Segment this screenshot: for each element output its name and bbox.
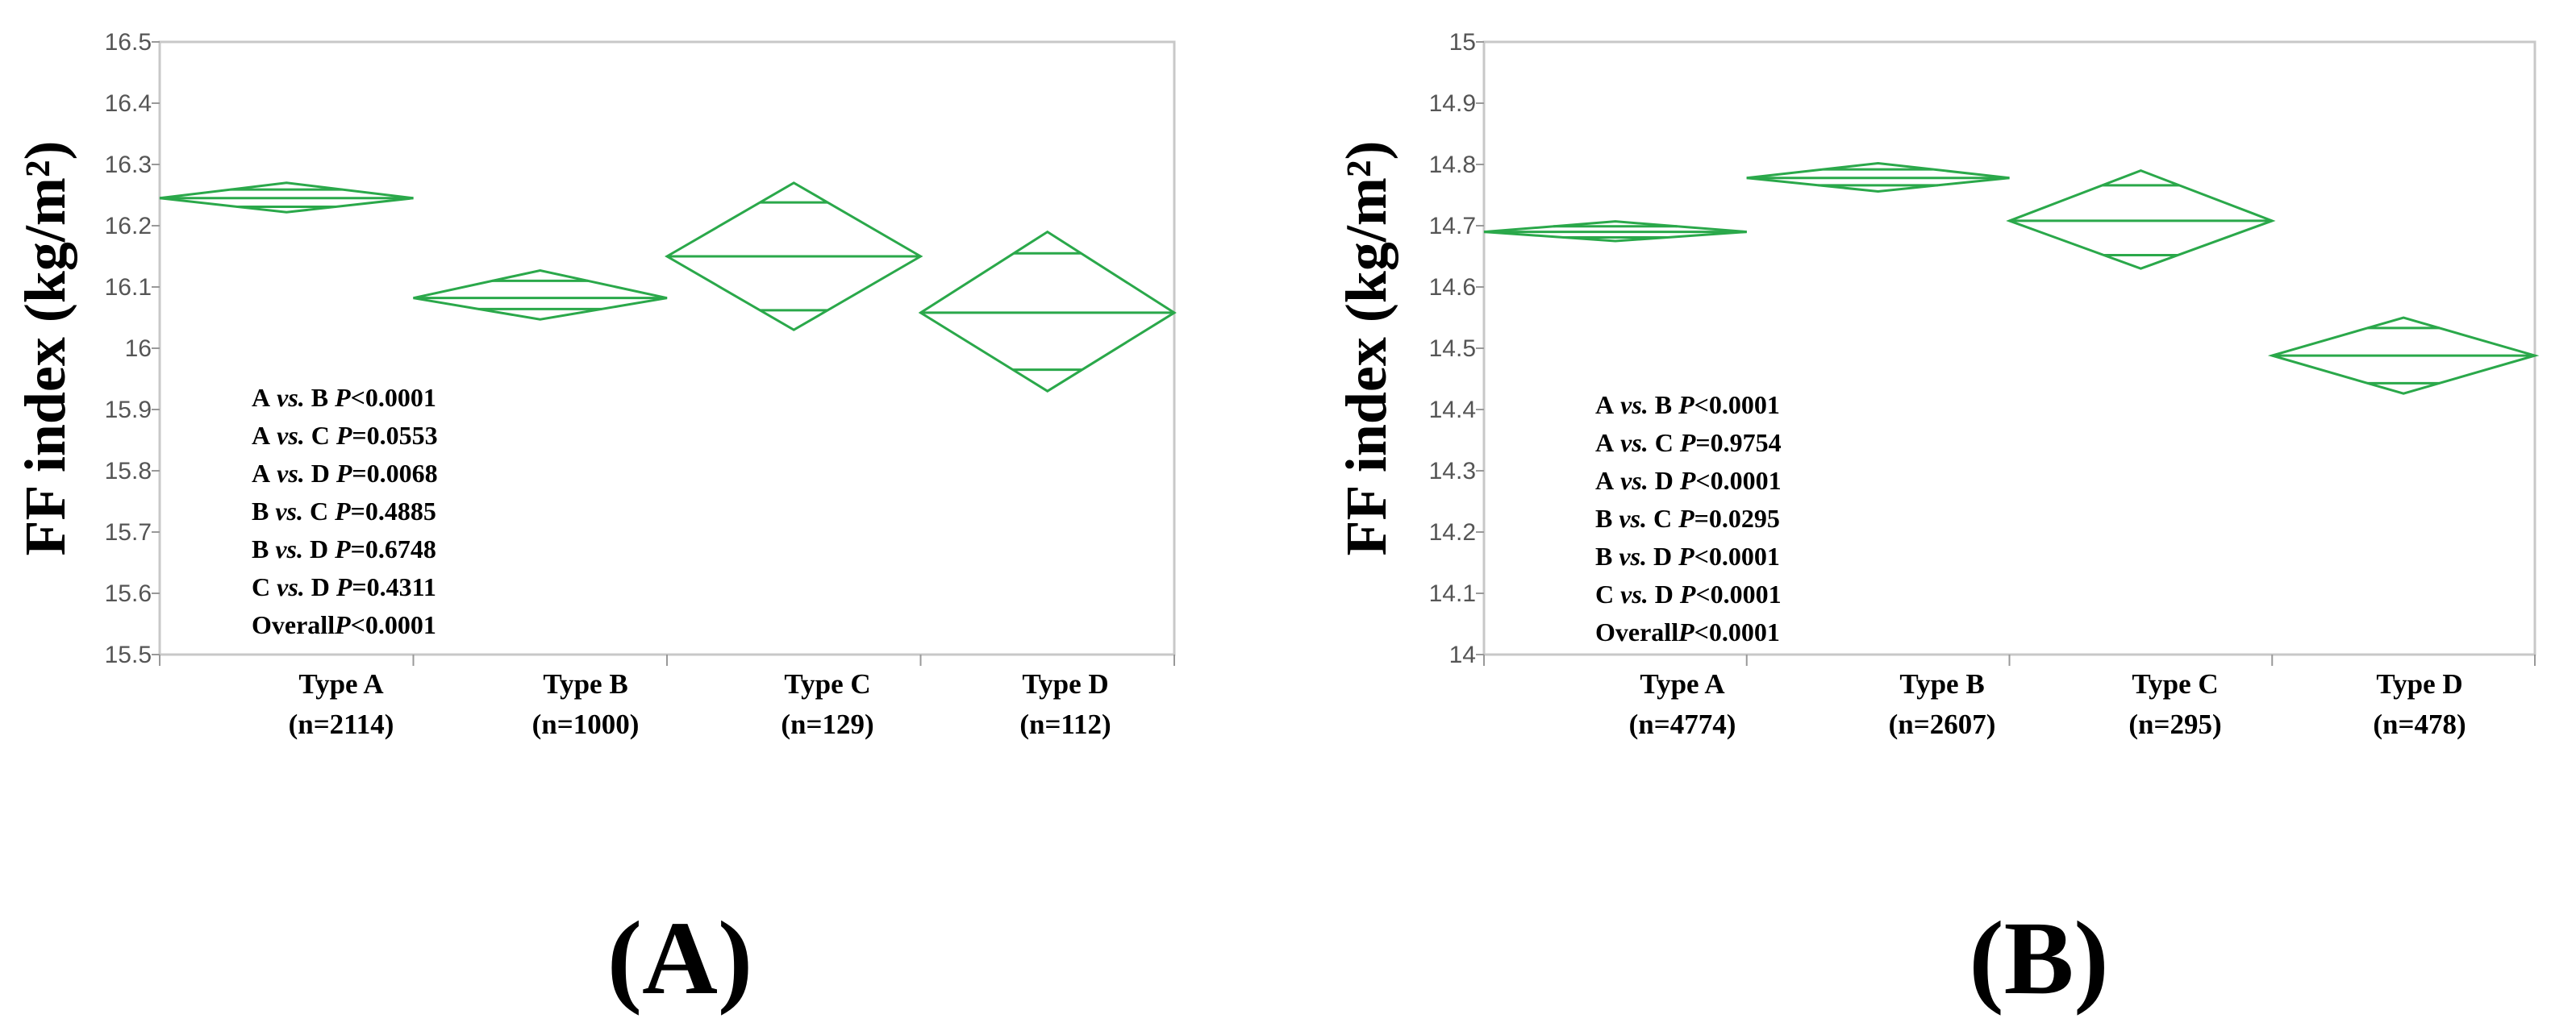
category-label: Type A xyxy=(1640,668,1725,700)
p-value-annotation: A vs. D P<0.0001 xyxy=(1595,466,1782,495)
y-tick-label: 15.5 xyxy=(105,642,152,668)
p-value-annotation: A vs. B P<0.0001 xyxy=(252,383,436,412)
y-tick-label: 14.1 xyxy=(1429,580,1476,607)
y-tick-label: 14.7 xyxy=(1429,213,1476,239)
category-label: Type B xyxy=(543,668,627,700)
category-label: Type D xyxy=(1022,668,1108,700)
means-diamond-type-b xyxy=(413,268,668,321)
category-label: Type D xyxy=(2376,668,2462,700)
y-tick-label: 16.5 xyxy=(105,29,152,56)
category-n-label: (n=2607) xyxy=(1889,709,1996,740)
y-tick-label: 15.8 xyxy=(105,458,152,484)
p-value-annotation: B vs. C P=0.4885 xyxy=(252,497,436,526)
means-diamond-type-d xyxy=(2267,316,2540,395)
category-label: Type C xyxy=(2132,668,2218,700)
means-diamond-type-a xyxy=(1483,220,1747,243)
means-diamond-type-a xyxy=(159,181,414,214)
p-value-annotation: B vs. C P=0.0295 xyxy=(1595,504,1780,533)
y-tick-label: 14.3 xyxy=(1429,458,1476,484)
y-tick-label: 15.7 xyxy=(105,519,152,546)
category-n-label: (n=1000) xyxy=(532,709,640,740)
p-value-annotation: A vs. B P<0.0001 xyxy=(1595,390,1780,419)
y-tick-label: 14.4 xyxy=(1429,397,1476,423)
means-diamond-type-c xyxy=(2006,168,2276,270)
chart-panel-a: 16.5 16.4 16.3 16.2 16.1 16 15.9 15.8 15.7 15.6 15… xyxy=(13,29,1177,1017)
means-diamond-type-c xyxy=(665,181,923,331)
y-tick-label: 14.5 xyxy=(1429,335,1476,362)
panel-label: (B) xyxy=(1969,900,2108,1017)
category-n-label: (n=112) xyxy=(1019,709,1111,740)
y-tick-label: 14.9 xyxy=(1429,90,1476,117)
plot-frame xyxy=(1482,40,2536,656)
overall-p-value: OverallP<0.0001 xyxy=(1595,617,1780,647)
y-tick-label: 16.1 xyxy=(105,274,152,301)
chart-panel-b: 15 14.9 14.8 14.7 14.6 14.5 14.4 14.3 14.2 14.1 14… xyxy=(1334,29,2540,1017)
category-label: Type A xyxy=(298,668,384,700)
category-label: Type B xyxy=(1899,668,1984,700)
p-value-annotation: A vs. D P=0.0068 xyxy=(252,459,438,488)
category-n-label: (n=478) xyxy=(2373,709,2466,740)
p-value-annotation: B vs. D P=0.6748 xyxy=(252,534,436,563)
y-tick-label: 16 xyxy=(125,335,152,362)
y-tick-label: 16.4 xyxy=(105,90,152,117)
p-value-annotation: C vs. D P=0.4311 xyxy=(252,572,436,601)
y-tick-label: 16.2 xyxy=(105,213,152,239)
category-n-label: (n=4774) xyxy=(1629,709,1736,740)
category-label: Type C xyxy=(784,668,870,700)
panel-label: (A) xyxy=(607,900,752,1017)
means-diamond-type-b xyxy=(1746,161,2010,193)
p-value-annotation: C vs. D P<0.0001 xyxy=(1595,580,1782,609)
y-tick-label: 15.6 xyxy=(105,580,152,607)
category-n-label: (n=2114) xyxy=(289,709,394,740)
y-tick-label: 15.9 xyxy=(105,397,152,423)
y-tick-label: 15 xyxy=(1449,29,1476,56)
p-value-annotation: A vs. C P=0.0553 xyxy=(252,421,438,450)
y-tick-label: 14.8 xyxy=(1429,152,1476,178)
y-tick-label: 14.2 xyxy=(1429,519,1476,546)
y-tick-label: 16.3 xyxy=(105,152,152,178)
y-axis-label: FF index (kg/m²) xyxy=(13,141,77,556)
p-value-annotation: B vs. D P<0.0001 xyxy=(1595,542,1780,571)
y-axis-label: FF index (kg/m²) xyxy=(1334,141,1398,556)
p-value-annotation: A vs. C P=0.9754 xyxy=(1595,428,1782,457)
means-diamond-type-d xyxy=(918,230,1177,393)
category-n-label: (n=129) xyxy=(781,709,873,740)
plot-frame xyxy=(158,40,1176,656)
y-tick-label: 14.6 xyxy=(1429,274,1476,301)
category-n-label: (n=295) xyxy=(2128,709,2221,740)
y-tick-label: 14 xyxy=(1449,642,1476,668)
overall-p-value: OverallP<0.0001 xyxy=(252,610,436,639)
